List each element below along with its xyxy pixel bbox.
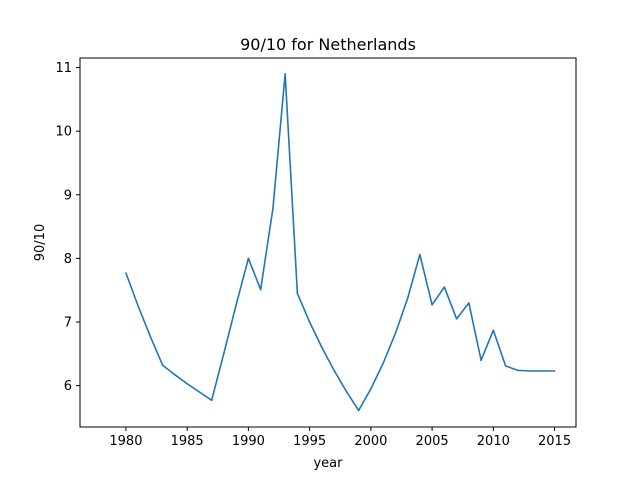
y-tick-label: 8 [64,252,72,267]
data-point [333,369,335,372]
data-point [149,335,152,338]
x-tick-label: 2000 [354,434,387,449]
data-point [504,365,507,367]
x-axis-label: year [313,456,343,471]
chart-title: 90/10 for Netherlands [240,35,416,54]
data-point [272,207,274,210]
data-point [468,302,470,304]
x-tick-label: 2005 [416,434,449,449]
data-point [529,370,531,372]
x-axis: 1980 1985 1990 1995 2000 2005 2010 2015 [109,427,571,449]
plot-frame [79,57,577,428]
data-point [394,332,397,335]
data-point [223,352,225,355]
data-point [321,346,323,349]
series-line [125,73,555,412]
x-tick-label: 2015 [538,434,571,449]
data-point [308,321,311,323]
data-point [541,370,544,372]
y-axis-label: 90/10 [33,224,48,261]
data-point [492,329,495,332]
y-axis: 6 7 8 9 10 11 [55,61,80,394]
data-point [370,388,372,390]
data-point [455,318,458,320]
data-point [296,292,299,295]
data-point [125,272,127,274]
data-point [382,362,384,365]
y-tick-label: 6 [64,379,72,394]
data-point [406,297,409,300]
data-point [419,253,421,256]
data-point [137,305,139,307]
data-point [431,304,433,306]
y-tick-label: 10 [55,125,72,140]
y-tick-label: 9 [64,188,72,203]
x-tick-label: 1980 [109,434,142,449]
data-point [198,391,201,393]
data-point [210,399,213,402]
data-point [235,304,237,306]
data-point [345,390,348,393]
y-tick-label: 11 [55,61,72,76]
data-point [161,364,164,367]
data-point [553,370,556,372]
x-tick-label: 1985 [171,434,204,449]
data-point [174,374,176,376]
data-point [259,288,262,291]
data-point [443,286,446,288]
data-point [480,359,482,362]
data-point [284,73,286,75]
data-point [186,382,188,385]
x-tick-label: 1995 [293,434,326,449]
plot-area [125,73,556,412]
x-tick-label: 1990 [232,434,265,449]
y-tick-label: 7 [64,316,72,331]
data-point [357,409,360,412]
data-point [247,257,250,260]
x-tick-label: 2010 [477,434,510,449]
data-point [517,369,519,372]
